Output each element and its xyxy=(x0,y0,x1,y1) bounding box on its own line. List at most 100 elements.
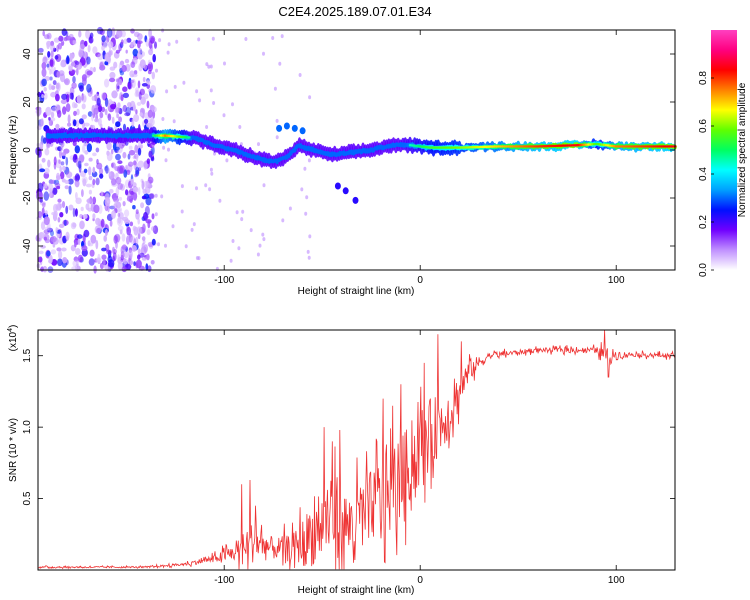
noise-speckle xyxy=(229,258,233,263)
noise-speckle xyxy=(77,238,81,246)
noise-speckle xyxy=(124,112,131,117)
noise-speckle xyxy=(99,111,104,119)
noise-speckle xyxy=(109,66,116,71)
ridge-side-blob xyxy=(342,187,349,195)
noise-speckle xyxy=(131,245,137,252)
noise-speckle xyxy=(82,51,88,59)
x-tick-label: -100 xyxy=(214,275,234,286)
noise-speckle xyxy=(39,168,46,173)
noise-speckle xyxy=(147,265,152,273)
noise-speckle xyxy=(99,173,104,179)
noise-speckle xyxy=(231,102,234,107)
noise-speckle xyxy=(241,209,245,214)
noise-speckle xyxy=(132,187,139,193)
noise-speckle xyxy=(262,51,265,56)
noise-speckle xyxy=(70,53,75,60)
noise-speckle xyxy=(108,171,112,177)
colorbar-tick-label: 0.4 xyxy=(698,167,709,181)
noise-speckle xyxy=(53,156,57,166)
noise-speckle xyxy=(86,83,92,93)
ridge-side-blob xyxy=(299,127,306,135)
colorbar-tick-label: 0.2 xyxy=(698,215,709,229)
noise-speckle xyxy=(57,146,62,152)
noise-speckle xyxy=(50,91,57,98)
noise-speckle xyxy=(95,257,102,263)
noise-speckle xyxy=(72,222,77,228)
noise-speckle xyxy=(68,33,74,39)
colorbar-tick-label: 0.8 xyxy=(698,71,709,85)
noise-speckle xyxy=(87,111,93,117)
noise-speckle xyxy=(54,182,61,188)
noise-speckle xyxy=(92,213,96,220)
noise-speckle xyxy=(83,229,90,238)
noise-speckle xyxy=(124,58,130,64)
snr-y-multiplier: (x104) xyxy=(7,325,19,352)
noise-speckle xyxy=(63,219,67,226)
noise-speckle xyxy=(104,97,109,108)
noise-speckle xyxy=(53,37,60,43)
noise-speckle xyxy=(93,107,99,115)
noise-speckle xyxy=(137,147,142,156)
noise-speckle xyxy=(117,216,122,224)
noise-speckle xyxy=(82,214,88,219)
noise-speckle xyxy=(141,180,145,190)
noise-speckle xyxy=(275,118,279,123)
noise-speckle xyxy=(198,98,202,103)
noise-speckle xyxy=(88,36,94,44)
noise-speckle xyxy=(117,85,120,90)
noise-speckle xyxy=(60,161,65,166)
noise-speckle xyxy=(92,196,97,205)
noise-speckle xyxy=(145,219,152,224)
noise-speckle xyxy=(85,203,90,211)
noise-speckle xyxy=(131,73,138,78)
noise-speckle xyxy=(62,165,66,171)
noise-speckle xyxy=(38,47,44,53)
noise-speckle xyxy=(117,182,123,190)
noise-speckle xyxy=(123,38,128,45)
noise-speckle xyxy=(48,83,52,91)
noise-speckle xyxy=(90,234,97,244)
ridge-side-blob xyxy=(291,124,298,132)
noise-speckle xyxy=(172,119,176,124)
noise-speckle xyxy=(184,244,188,249)
noise-speckle xyxy=(42,30,45,37)
noise-speckle xyxy=(38,250,44,255)
noise-speckle xyxy=(129,260,134,265)
noise-speckle xyxy=(135,209,139,215)
noise-speckle xyxy=(114,201,118,206)
noise-speckle xyxy=(42,202,46,208)
noise-speckle xyxy=(273,86,277,91)
noise-speckle xyxy=(115,240,118,249)
noise-speckle xyxy=(67,178,74,185)
noise-speckle xyxy=(237,246,241,251)
noise-speckle xyxy=(240,217,244,222)
noise-speckle xyxy=(147,63,152,69)
noise-speckle xyxy=(93,66,96,73)
noise-speckle xyxy=(127,81,133,90)
chart-title: C2E4.2025.189.07.01.E34 xyxy=(278,4,431,19)
noise-speckle xyxy=(137,40,141,49)
noise-speckle xyxy=(304,211,308,216)
noise-speckle xyxy=(117,225,124,232)
noise-speckle xyxy=(140,202,145,209)
noise-speckle xyxy=(50,111,55,119)
noise-speckle xyxy=(122,123,127,132)
noise-speckle xyxy=(37,256,43,263)
noise-speckle xyxy=(271,36,275,40)
noise-speckle xyxy=(71,266,78,271)
noise-speckle xyxy=(142,223,146,233)
noise-speckle xyxy=(50,179,57,184)
noise-speckle xyxy=(101,254,107,260)
noise-speckle xyxy=(146,253,150,261)
spectrogram-ticks: -100 0 100 -40 -20 0 20 40 xyxy=(22,30,675,286)
noise-speckle xyxy=(167,42,171,47)
noise-speckle xyxy=(244,37,248,41)
noise-speckle xyxy=(160,194,164,199)
noise-speckle xyxy=(57,217,61,223)
noise-speckle xyxy=(146,158,151,165)
colorbar-ticks: 0.0 0.2 0.4 0.6 0.8 xyxy=(698,71,714,277)
noise-speckle xyxy=(62,257,68,264)
noise-speckle xyxy=(119,229,123,235)
noise-speckle xyxy=(135,152,139,162)
